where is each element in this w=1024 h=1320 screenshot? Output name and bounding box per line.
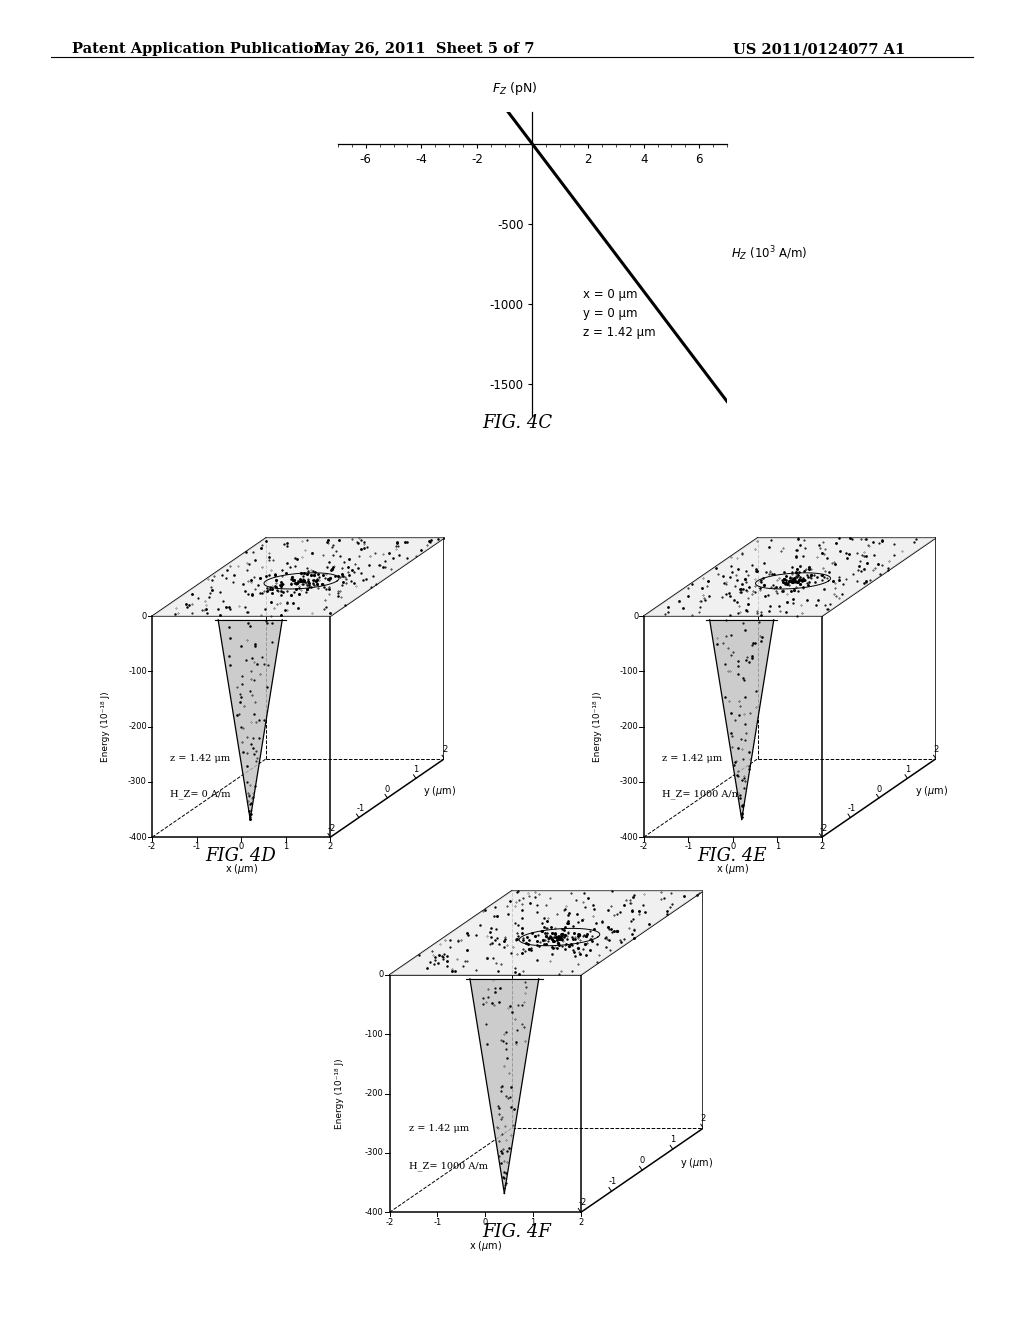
Text: -400: -400 (620, 833, 638, 842)
Text: 2: 2 (579, 1218, 584, 1228)
Text: 1: 1 (414, 766, 419, 774)
Text: -300: -300 (128, 777, 146, 787)
Text: x ($\mu$m): x ($\mu$m) (224, 862, 258, 876)
Text: x ($\mu$m): x ($\mu$m) (716, 862, 750, 876)
Text: 0: 0 (639, 1156, 645, 1166)
Text: Energy (10⁻¹⁸ J): Energy (10⁻¹⁸ J) (593, 692, 602, 762)
Text: 1: 1 (284, 842, 289, 851)
Text: 1: 1 (670, 1135, 676, 1144)
Text: -300: -300 (620, 777, 638, 787)
Text: H_Z= 0 A/m: H_Z= 0 A/m (170, 789, 230, 799)
Text: -300: -300 (365, 1148, 384, 1158)
Text: y ($\mu$m): y ($\mu$m) (914, 784, 948, 797)
Text: 0: 0 (730, 842, 735, 851)
Text: 2: 2 (442, 746, 447, 755)
Text: -1: -1 (848, 804, 856, 813)
Text: -400: -400 (128, 833, 146, 842)
Text: $F_Z$ (pN): $F_Z$ (pN) (493, 81, 538, 98)
Polygon shape (153, 537, 444, 616)
Text: -1: -1 (433, 1218, 441, 1228)
Text: -200: -200 (128, 722, 146, 731)
Text: -2: -2 (385, 1218, 393, 1228)
Text: 0: 0 (141, 611, 146, 620)
Text: 0: 0 (385, 784, 390, 793)
Text: -100: -100 (620, 667, 638, 676)
Text: -1: -1 (356, 804, 365, 813)
Text: US 2011/0124077 A1: US 2011/0124077 A1 (733, 42, 905, 57)
Text: x = 0 μm
y = 0 μm
z = 1.42 μm: x = 0 μm y = 0 μm z = 1.42 μm (583, 288, 655, 339)
Text: -2: -2 (579, 1199, 587, 1208)
Text: 0: 0 (379, 970, 384, 979)
Text: Energy (10⁻¹⁸ J): Energy (10⁻¹⁸ J) (101, 692, 111, 762)
Text: H_Z= 1000 A/m: H_Z= 1000 A/m (409, 1162, 487, 1171)
Text: -100: -100 (128, 667, 146, 676)
Text: FIG. 4C: FIG. 4C (482, 413, 552, 432)
Text: z = 1.42 μm: z = 1.42 μm (409, 1123, 469, 1133)
Text: FIG. 4D: FIG. 4D (205, 846, 276, 865)
Text: -1: -1 (193, 842, 201, 851)
Polygon shape (644, 537, 936, 616)
Text: z = 1.42 μm: z = 1.42 μm (170, 754, 230, 763)
Text: y ($\mu$m): y ($\mu$m) (680, 1155, 714, 1170)
Text: y ($\mu$m): y ($\mu$m) (423, 784, 457, 797)
Text: -2: -2 (640, 842, 648, 851)
Text: 1: 1 (905, 766, 910, 774)
Text: -200: -200 (620, 722, 638, 731)
Text: FIG. 4E: FIG. 4E (697, 846, 767, 865)
Text: -1: -1 (684, 842, 692, 851)
Text: FIG. 4F: FIG. 4F (482, 1222, 552, 1241)
Text: $H_Z$ (10$^3$ A/m): $H_Z$ (10$^3$ A/m) (731, 244, 808, 263)
Text: -200: -200 (365, 1089, 384, 1098)
Text: -1: -1 (609, 1177, 617, 1187)
Text: 2: 2 (819, 842, 824, 851)
Text: -2: -2 (148, 842, 157, 851)
Polygon shape (470, 979, 539, 1193)
Text: 0: 0 (633, 611, 638, 620)
Text: -400: -400 (365, 1208, 384, 1217)
Text: z = 1.42 μm: z = 1.42 μm (662, 754, 722, 763)
Text: x ($\mu$m): x ($\mu$m) (469, 1239, 502, 1253)
Text: 2: 2 (700, 1114, 706, 1123)
Text: H_Z= 1000 A/m: H_Z= 1000 A/m (662, 789, 740, 799)
Text: Energy (10⁻¹⁸ J): Energy (10⁻¹⁸ J) (335, 1059, 344, 1129)
Text: 0: 0 (239, 842, 244, 851)
Text: -100: -100 (365, 1030, 384, 1039)
Text: May 26, 2011  Sheet 5 of 7: May 26, 2011 Sheet 5 of 7 (315, 42, 535, 57)
Text: 0: 0 (482, 1218, 487, 1228)
Polygon shape (389, 891, 703, 975)
Text: -2: -2 (819, 824, 827, 833)
Polygon shape (710, 620, 774, 820)
Text: Patent Application Publication: Patent Application Publication (72, 42, 324, 57)
Text: 2: 2 (328, 842, 333, 851)
Text: -2: -2 (328, 824, 336, 833)
Text: 1: 1 (775, 842, 780, 851)
Polygon shape (218, 620, 283, 820)
Text: 0: 0 (877, 784, 882, 793)
Text: 2: 2 (934, 746, 939, 755)
Text: 1: 1 (530, 1218, 536, 1228)
